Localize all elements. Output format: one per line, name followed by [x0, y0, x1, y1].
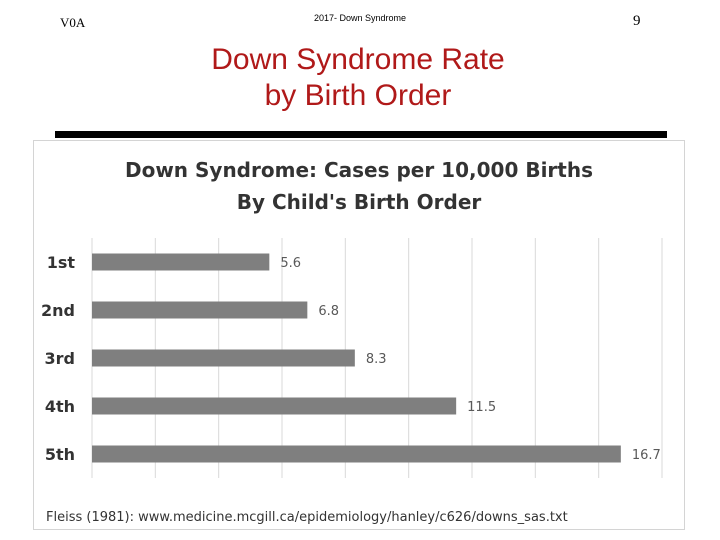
value-label: 5.6 — [280, 256, 301, 271]
chart-title: Down Syndrome: Cases per 10,000 Births B… — [125, 158, 593, 214]
bars — [92, 253, 621, 463]
bar-2nd — [92, 301, 308, 319]
bar-5th — [92, 445, 621, 463]
slide-title-line-1: Down Syndrome Rate — [211, 43, 505, 76]
category-label: 5th — [45, 445, 75, 464]
category-label: 4th — [45, 397, 75, 416]
page-number: 9 — [633, 13, 641, 29]
chart-title-line-1: Down Syndrome: Cases per 10,000 Births — [125, 158, 593, 182]
slide-title: Down Syndrome Rate by Birth Order — [0, 42, 716, 114]
title-divider — [55, 131, 667, 138]
course-code: V0A — [60, 15, 86, 30]
category-label: 3rd — [45, 349, 75, 368]
value-label: 8.3 — [366, 352, 387, 367]
category-labels: 1st 2nd 3rd 4th 5th — [41, 253, 75, 464]
bar-4th — [92, 397, 457, 415]
bar-3rd — [92, 349, 355, 367]
value-label: 16.7 — [632, 448, 661, 463]
category-label: 2nd — [41, 301, 75, 320]
bar-1st — [92, 253, 270, 271]
course-header: 2017- Down Syndrome — [313, 13, 407, 23]
chart-source: Fleiss (1981): www.medicine.mcgill.ca/ep… — [46, 510, 568, 525]
chart-title-line-2: By Child's Birth Order — [237, 190, 482, 214]
category-label: 1st — [47, 253, 76, 272]
value-labels: 5.6 6.8 8.3 11.5 16.7 — [280, 256, 660, 463]
value-label: 11.5 — [467, 400, 496, 415]
slide-title-line-2: by Birth Order — [264, 79, 452, 112]
value-label: 6.8 — [318, 304, 339, 319]
